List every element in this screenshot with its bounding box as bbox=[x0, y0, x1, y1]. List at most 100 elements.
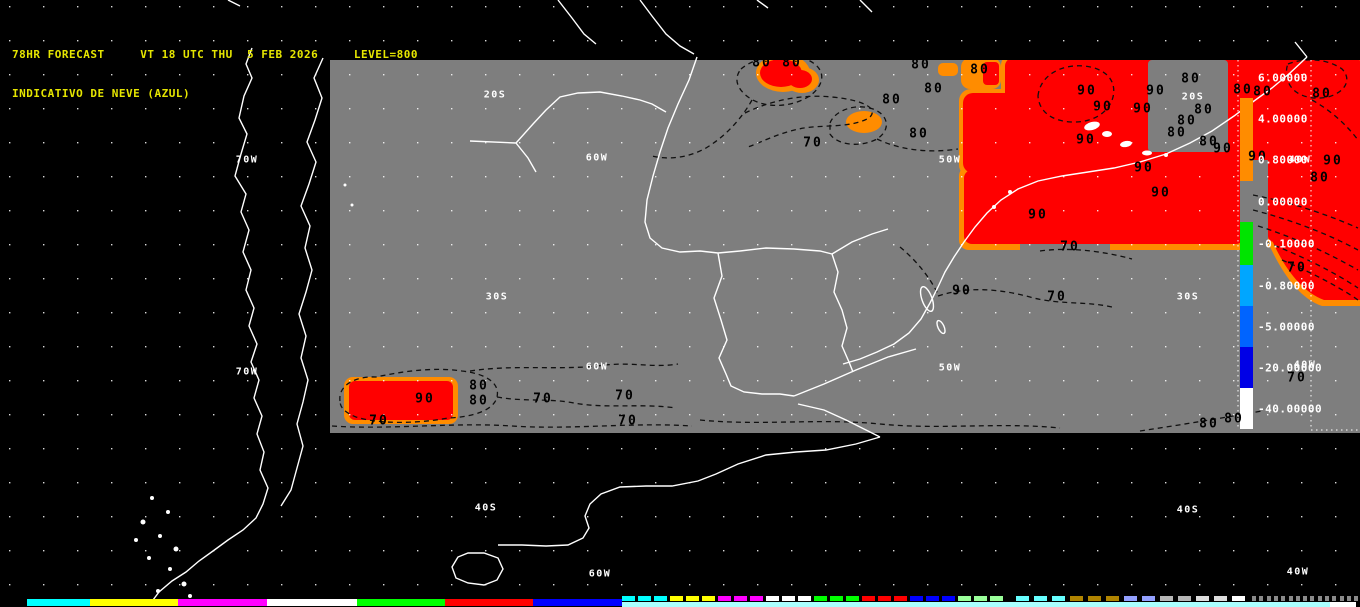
contour-label: 80 bbox=[1253, 84, 1273, 100]
colorbar-segment bbox=[27, 599, 90, 606]
contour-label: 80 bbox=[782, 55, 802, 71]
colorbar-tick bbox=[1332, 596, 1336, 601]
contour-label: 80 bbox=[1194, 102, 1214, 118]
contour-label: 80 bbox=[1177, 113, 1197, 129]
contour-label: 80 bbox=[970, 62, 990, 78]
colorbar-mini-segment bbox=[974, 596, 987, 601]
geo-label: 40W bbox=[1288, 154, 1312, 166]
colorbar-segment bbox=[445, 599, 533, 606]
colorbar-tick bbox=[1347, 596, 1351, 601]
contour-label: 70 bbox=[1287, 370, 1307, 386]
contour-label: 90 bbox=[1323, 153, 1343, 169]
contour-label: 90 bbox=[1213, 141, 1233, 157]
color-key-value: 6.00000 bbox=[1258, 71, 1308, 85]
colorbar-tick bbox=[1325, 596, 1329, 601]
lagoon-outline-small bbox=[936, 319, 946, 335]
contour-label: 80 bbox=[1167, 125, 1187, 141]
color-key-segment bbox=[1240, 222, 1253, 265]
contour-label: 70 bbox=[1287, 260, 1307, 276]
colorbar-tick bbox=[1274, 596, 1278, 601]
contour-label: 70 bbox=[618, 413, 638, 429]
colorbar-segment bbox=[357, 599, 445, 606]
forecast-subtitle: INDICATIVO DE NEVE (AZUL) bbox=[12, 87, 191, 100]
color-key-value: 0.80000 bbox=[1258, 153, 1308, 167]
color-key-value: 4.00000 bbox=[1258, 112, 1308, 126]
contour-label: 90 bbox=[1133, 101, 1153, 117]
colorbar-mini-segment bbox=[1232, 596, 1245, 601]
colorbar-mini-segment bbox=[1196, 596, 1209, 601]
coast-fragments bbox=[227, 0, 1308, 58]
color-key-value: 0.00000 bbox=[1258, 195, 1308, 209]
colorbar-tick bbox=[1289, 596, 1293, 601]
contour-label: 80 bbox=[1312, 86, 1332, 102]
colorbar-mini-segment bbox=[878, 596, 891, 601]
geo-label: 40S bbox=[474, 502, 498, 514]
contour-label: 70 bbox=[1047, 289, 1067, 305]
colorbar-mini-segment bbox=[942, 596, 955, 601]
geo-label: 70W bbox=[235, 366, 259, 378]
color-key-segment bbox=[1240, 388, 1253, 429]
contour-label: 90 bbox=[1146, 83, 1166, 99]
colorbar-mini-segment bbox=[1214, 596, 1227, 601]
geo-label: 20S bbox=[1181, 91, 1205, 103]
geo-label: 40S bbox=[1176, 504, 1200, 516]
colorbar-mini-segment bbox=[846, 596, 859, 601]
contour-label: 90 bbox=[1028, 207, 1048, 223]
contour-label: 70 bbox=[1060, 239, 1080, 255]
colorbar-mini-segment bbox=[782, 596, 795, 601]
colorbar-mini-segment bbox=[1070, 596, 1083, 601]
contour-label: 90 bbox=[1151, 185, 1171, 201]
colorbar-band bbox=[1330, 602, 1356, 607]
contour-label: 80 bbox=[1181, 71, 1201, 87]
geo-label: 60W bbox=[588, 568, 612, 580]
colorbar-mini-segment bbox=[702, 596, 715, 601]
color-key-value: -0.80000 bbox=[1258, 279, 1315, 293]
geo-label: 50W bbox=[938, 154, 962, 166]
color-key-segment bbox=[1240, 347, 1253, 388]
contour-label: 70 bbox=[533, 391, 553, 407]
contour-label: 70 bbox=[615, 388, 635, 404]
andes-border bbox=[280, 57, 324, 507]
contour-label: 80 bbox=[1199, 134, 1219, 150]
geo-label: 60W bbox=[585, 152, 609, 164]
north-borders bbox=[469, 91, 667, 173]
forecast-header: 78HR FORECAST VT 18 UTC THU 5 FEB 2026 L… bbox=[12, 22, 418, 126]
colorbar-mini-segment bbox=[734, 596, 747, 601]
contour-label: 80 bbox=[909, 126, 929, 142]
contour-label: 80 bbox=[1224, 411, 1244, 427]
uruguay-river bbox=[739, 228, 889, 373]
geo-label: 40W bbox=[1293, 359, 1317, 371]
colorbar-segment bbox=[178, 599, 267, 606]
colorbar-mini-segment bbox=[1088, 596, 1101, 601]
color-key-segment bbox=[1240, 265, 1253, 306]
contour-label: 90 bbox=[1093, 99, 1113, 115]
colorbar-mini-segment bbox=[670, 596, 683, 601]
colorbar-mini-segment bbox=[862, 596, 875, 601]
dotted-reference-lines bbox=[1237, 60, 1360, 431]
contour-label: 90 bbox=[1248, 149, 1268, 165]
colorbar-mini-segment bbox=[1178, 596, 1191, 601]
colorbar-mini-segment bbox=[1124, 596, 1137, 601]
plata-and-argentine-coast bbox=[451, 348, 917, 586]
colorbar-mini-segment bbox=[1034, 596, 1047, 601]
colorbar-mini-segment bbox=[926, 596, 939, 601]
geo-label: 40W bbox=[1286, 566, 1310, 578]
contour-label: 90 bbox=[1077, 83, 1097, 99]
colorbar-mini-segment bbox=[1106, 596, 1119, 601]
colorbar-tick bbox=[1259, 596, 1263, 601]
colorbar-mini-segment bbox=[686, 596, 699, 601]
colorbar-tick bbox=[1267, 596, 1271, 601]
colorbar-mini-segment bbox=[990, 596, 1003, 601]
color-key-segment bbox=[1240, 140, 1253, 181]
contour-label: 80 bbox=[1233, 82, 1253, 98]
colorbar-segment bbox=[90, 599, 178, 606]
colorbar-mini-segment bbox=[1160, 596, 1173, 601]
contour-label: 80 bbox=[469, 393, 489, 409]
geo-label: 60W bbox=[585, 361, 609, 373]
contour-label: 80 bbox=[469, 378, 489, 394]
geo-label: 30S bbox=[485, 291, 509, 303]
colorbar-band bbox=[622, 602, 1330, 607]
colorbar-tick bbox=[1281, 596, 1285, 601]
